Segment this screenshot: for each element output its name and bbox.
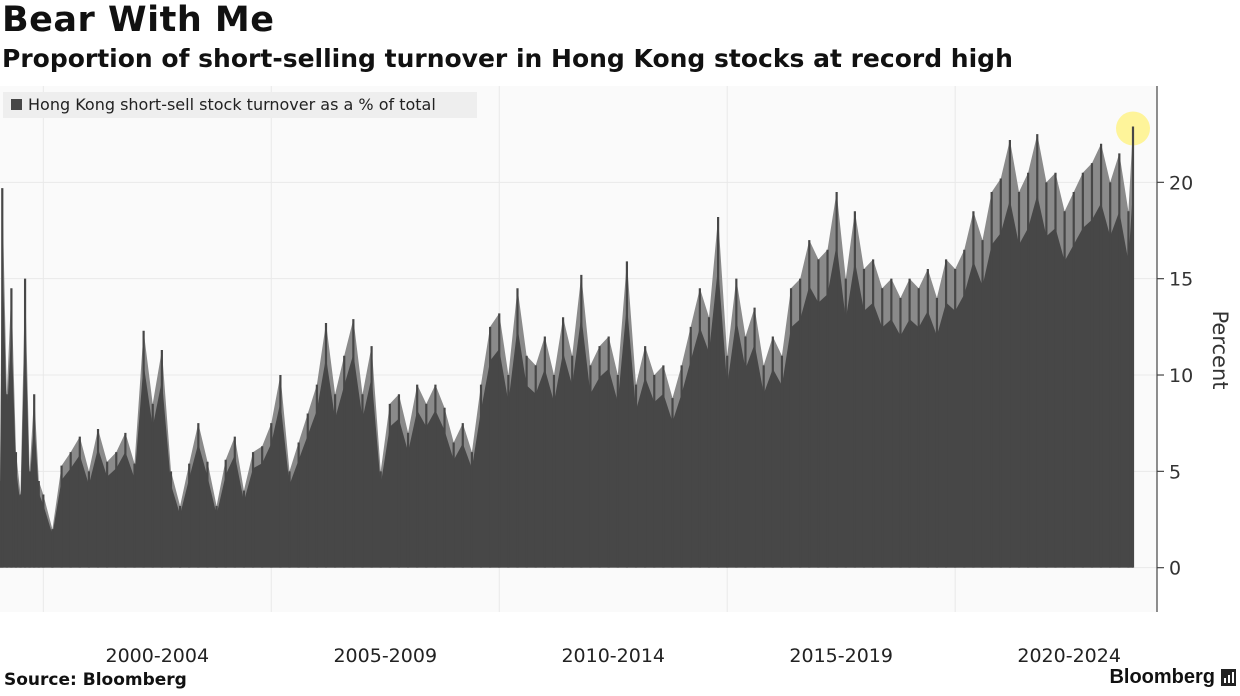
source-note: Source: Bloomberg [4, 670, 187, 690]
area-series-body [0, 188, 1133, 568]
x-axis-labels: 2000-2004 2005-2009 2010-2014 2015-2019 2020… [106, 645, 1121, 667]
y-tick-label: 20 [1169, 172, 1193, 194]
data-spikes [0, 126, 1135, 568]
y-tick-label: 15 [1169, 269, 1193, 291]
bloomberg-logo-icon [1221, 669, 1236, 686]
legend-label: Hong Kong short-sell stock turnover as a… [28, 95, 436, 114]
y-tick-label: 10 [1169, 365, 1193, 387]
x-tick-label: 2010-2014 [561, 645, 665, 667]
x-tick-label: 2015-2019 [789, 645, 893, 667]
area-series [0, 126, 1133, 568]
brand: Bloomberg [1109, 666, 1236, 689]
legend: Hong Kong short-sell stock turnover as a… [3, 92, 477, 118]
brand-name: Bloomberg [1109, 666, 1215, 688]
x-tick-label: 2000-2004 [106, 645, 210, 667]
y-axis-ticks: 0 5 10 15 20 [1157, 172, 1193, 580]
y-tick-label: 0 [1169, 558, 1181, 580]
x-tick-label: 2005-2009 [333, 645, 437, 667]
chart-title: Bear With Me [2, 0, 275, 40]
x-tick-label: 2020-2024 [1017, 645, 1121, 667]
y-tick-label: 5 [1169, 461, 1181, 483]
chart-subtitle: Proportion of short-selling turnover in … [2, 44, 1013, 73]
legend-swatch [11, 99, 22, 110]
legend-background [3, 92, 477, 118]
y-axis-label: Percent [1208, 310, 1232, 389]
